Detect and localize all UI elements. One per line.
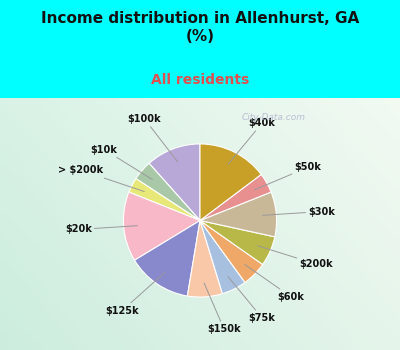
Wedge shape xyxy=(200,192,276,237)
Wedge shape xyxy=(187,220,222,297)
Wedge shape xyxy=(200,175,271,220)
Text: City-Data.com: City-Data.com xyxy=(242,113,306,122)
Wedge shape xyxy=(200,220,263,282)
Text: $75k: $75k xyxy=(228,276,276,323)
Wedge shape xyxy=(200,220,275,265)
Text: $40k: $40k xyxy=(228,118,276,164)
Text: $50k: $50k xyxy=(255,162,322,190)
Wedge shape xyxy=(136,163,200,220)
Text: $10k: $10k xyxy=(91,145,152,180)
Wedge shape xyxy=(124,192,200,260)
Wedge shape xyxy=(129,178,200,220)
Wedge shape xyxy=(134,220,200,296)
Text: $125k: $125k xyxy=(106,273,165,315)
Text: > $200k: > $200k xyxy=(58,165,144,191)
Text: Income distribution in Allenhurst, GA
(%): Income distribution in Allenhurst, GA (%… xyxy=(41,11,359,44)
Wedge shape xyxy=(200,220,245,294)
Wedge shape xyxy=(200,144,261,220)
Text: $100k: $100k xyxy=(128,114,178,162)
Text: $60k: $60k xyxy=(245,265,304,302)
Text: All residents: All residents xyxy=(151,74,249,88)
Text: $30k: $30k xyxy=(262,206,335,217)
Text: $150k: $150k xyxy=(204,283,241,334)
Wedge shape xyxy=(149,144,200,220)
Text: $200k: $200k xyxy=(258,246,333,269)
Text: $20k: $20k xyxy=(65,224,138,234)
